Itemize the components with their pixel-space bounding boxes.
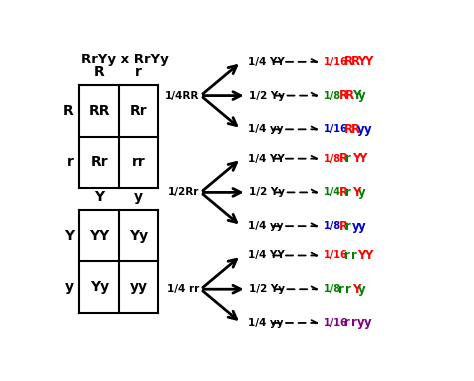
Text: R: R bbox=[338, 152, 347, 165]
Text: y: y bbox=[134, 190, 143, 204]
Text: r: r bbox=[67, 155, 74, 169]
Text: Y: Y bbox=[364, 55, 372, 68]
Text: y: y bbox=[357, 123, 365, 136]
Text: Y: Y bbox=[94, 190, 104, 204]
Text: r: r bbox=[345, 283, 351, 296]
Text: 1/16: 1/16 bbox=[324, 57, 347, 67]
Text: r: r bbox=[345, 152, 351, 165]
Text: R: R bbox=[344, 123, 353, 136]
Text: 1/2 Yy: 1/2 Yy bbox=[249, 187, 285, 197]
Text: 1/4 yy: 1/4 yy bbox=[248, 221, 283, 231]
Text: 1/2 Yy: 1/2 Yy bbox=[249, 91, 285, 101]
Text: Y: Y bbox=[357, 55, 365, 68]
Text: 1/4 YY: 1/4 YY bbox=[248, 57, 284, 67]
Text: YY: YY bbox=[89, 229, 109, 243]
Text: R: R bbox=[351, 55, 360, 68]
Text: Y: Y bbox=[358, 152, 367, 165]
Text: R: R bbox=[63, 104, 74, 118]
Text: 1/16: 1/16 bbox=[324, 250, 347, 261]
Text: Y: Y bbox=[364, 249, 372, 262]
Text: R: R bbox=[344, 55, 353, 68]
Text: Rr: Rr bbox=[91, 155, 108, 169]
Text: R: R bbox=[338, 219, 347, 233]
Text: r: r bbox=[135, 66, 142, 80]
Text: Yy: Yy bbox=[129, 229, 148, 243]
Text: Y: Y bbox=[357, 249, 365, 262]
Text: y: y bbox=[364, 123, 372, 136]
Text: 1/4 rr: 1/4 rr bbox=[166, 284, 199, 294]
Text: Rr: Rr bbox=[130, 104, 147, 118]
Text: 1/2Rr: 1/2Rr bbox=[167, 187, 199, 197]
Text: 1/4: 1/4 bbox=[324, 187, 341, 197]
Text: R: R bbox=[94, 66, 105, 80]
Text: RR: RR bbox=[89, 104, 110, 118]
Text: 1/4 YY: 1/4 YY bbox=[248, 250, 284, 261]
Text: 1/4RR: 1/4RR bbox=[164, 91, 199, 101]
Text: 1/16: 1/16 bbox=[324, 318, 347, 328]
Text: Y: Y bbox=[352, 152, 360, 165]
Text: Y: Y bbox=[64, 229, 74, 243]
Text: 1/16: 1/16 bbox=[324, 124, 347, 134]
Text: Y: Y bbox=[352, 186, 360, 199]
Text: y: y bbox=[357, 317, 365, 330]
Text: Y: Y bbox=[352, 283, 360, 296]
Text: y: y bbox=[364, 317, 372, 330]
Text: yy: yy bbox=[130, 280, 148, 294]
Text: R: R bbox=[338, 186, 347, 199]
Text: r: r bbox=[338, 283, 344, 296]
Text: r: r bbox=[345, 186, 351, 199]
Text: r: r bbox=[351, 249, 356, 262]
Text: R: R bbox=[338, 89, 347, 102]
Text: r: r bbox=[345, 219, 351, 233]
Text: 1/2 Yy: 1/2 Yy bbox=[249, 284, 285, 294]
Text: y: y bbox=[352, 219, 359, 233]
Text: r: r bbox=[344, 249, 350, 262]
Text: Y: Y bbox=[352, 89, 360, 102]
Text: y: y bbox=[65, 280, 74, 294]
Text: r: r bbox=[344, 317, 350, 330]
Text: 1/8: 1/8 bbox=[324, 154, 341, 164]
Text: y: y bbox=[358, 283, 366, 296]
Text: R: R bbox=[351, 123, 360, 136]
Text: 1/8: 1/8 bbox=[324, 221, 341, 231]
Text: 1/8: 1/8 bbox=[324, 284, 341, 294]
Text: y: y bbox=[358, 89, 366, 102]
Text: y: y bbox=[358, 219, 366, 233]
Text: r: r bbox=[351, 317, 356, 330]
Text: RrYy x RrYy: RrYy x RrYy bbox=[82, 53, 169, 66]
Text: 1/4 yy: 1/4 yy bbox=[248, 318, 283, 328]
Text: rr: rr bbox=[132, 155, 146, 169]
Text: 1/4 yy: 1/4 yy bbox=[248, 124, 283, 134]
Text: 1/8: 1/8 bbox=[324, 91, 341, 101]
Text: 1/4 YY: 1/4 YY bbox=[248, 154, 284, 164]
Text: y: y bbox=[358, 186, 366, 199]
Text: R: R bbox=[345, 89, 354, 102]
Text: Yy: Yy bbox=[90, 280, 109, 294]
